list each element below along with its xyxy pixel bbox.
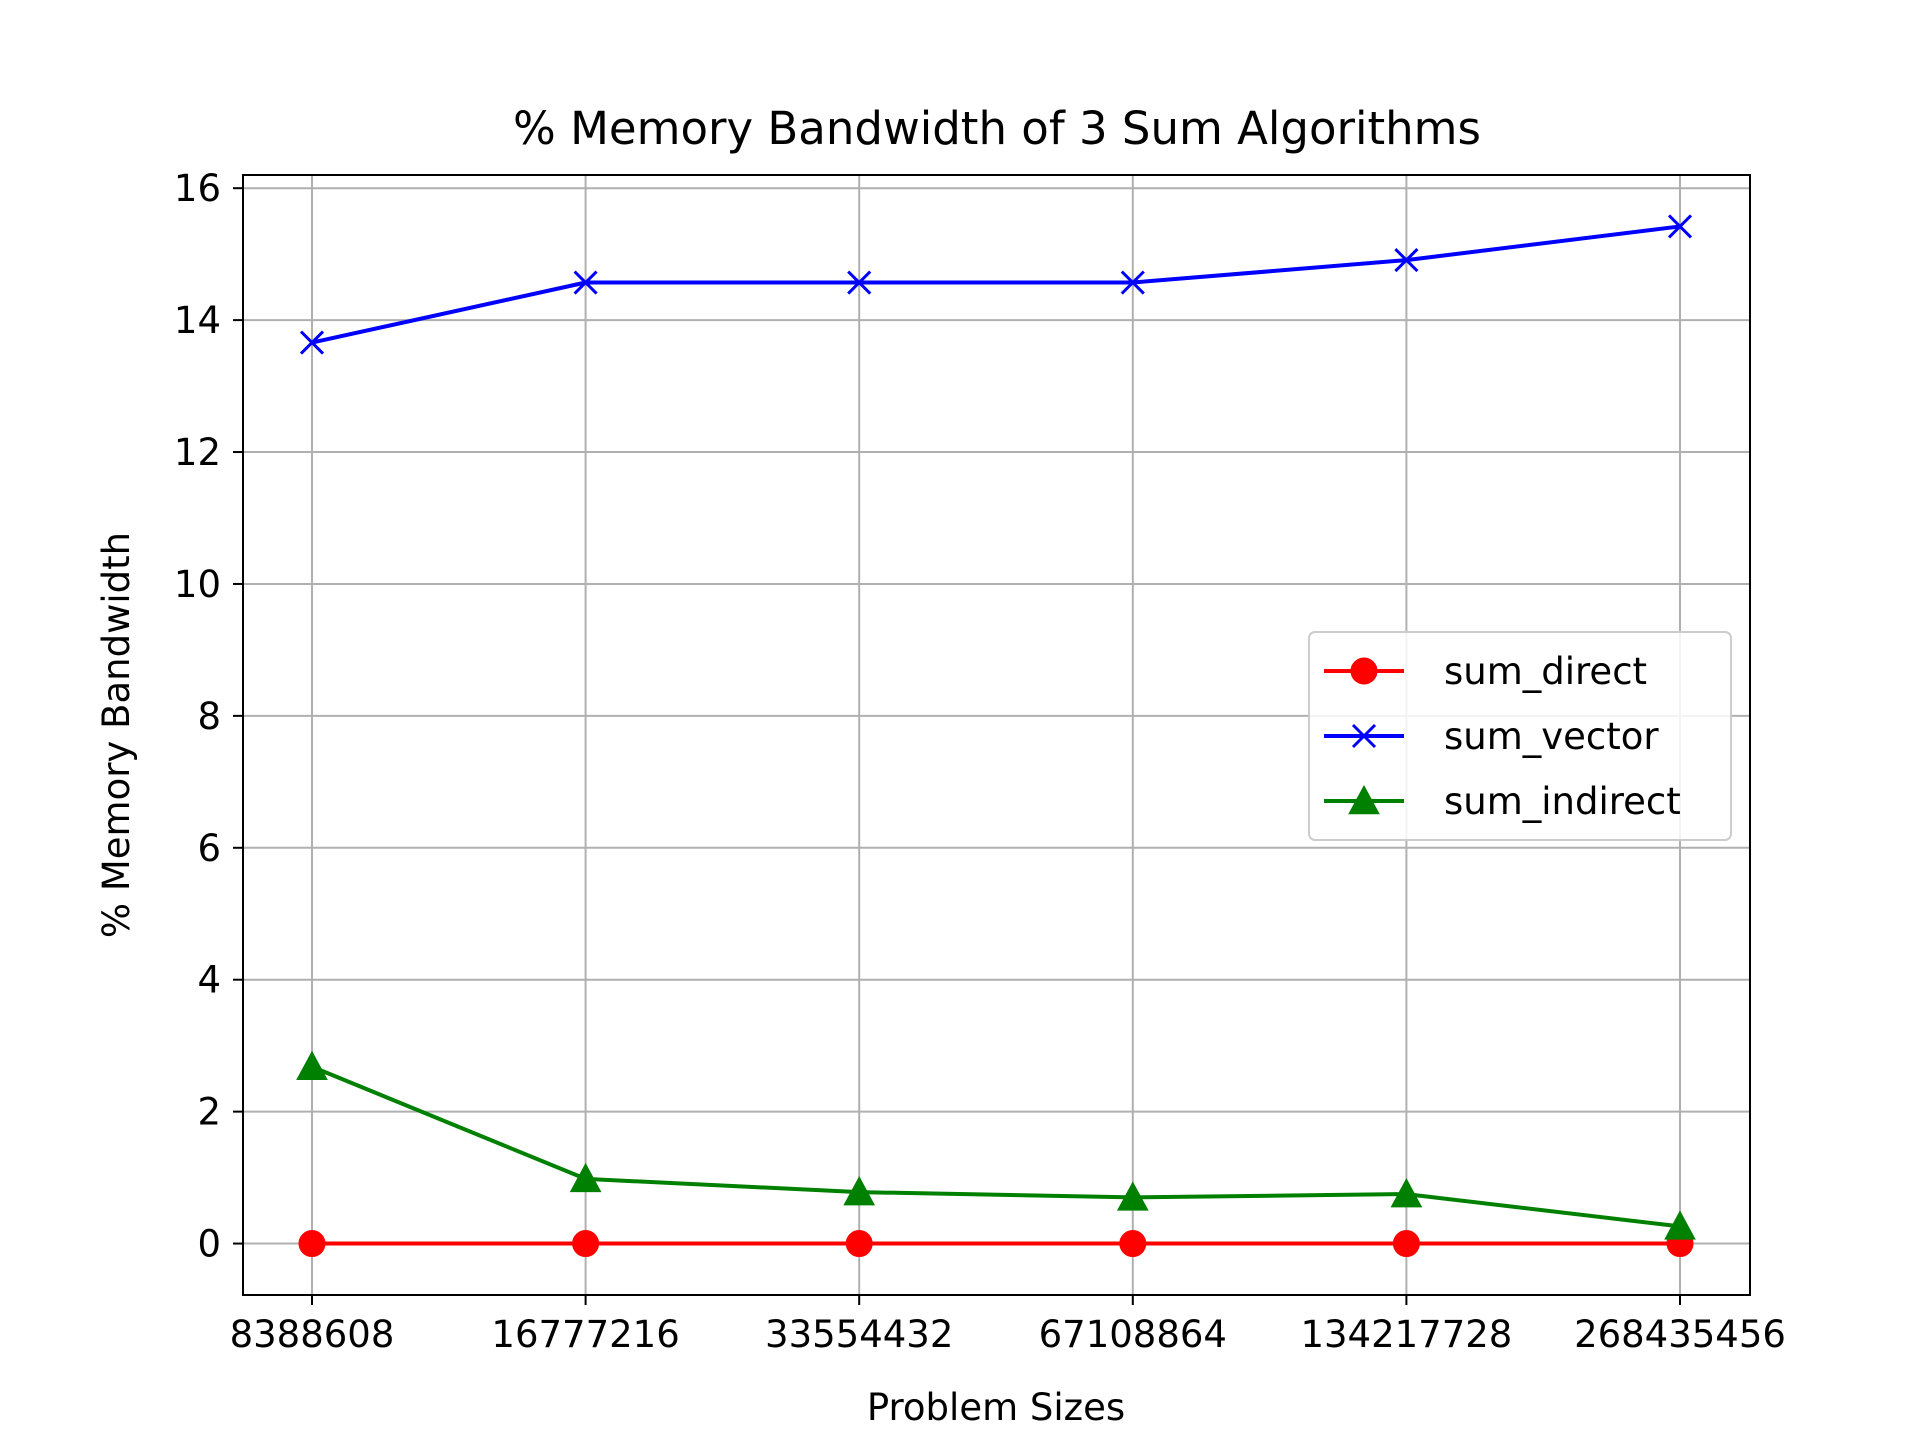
y-tick-label: 2 <box>197 1091 221 1134</box>
y-tick-label: 4 <box>197 959 221 1002</box>
marker-stroke <box>847 270 872 295</box>
plot-area <box>242 174 1751 1296</box>
data-point-sum_vector <box>1120 270 1145 295</box>
data-point-sum_vector <box>1394 248 1419 273</box>
series-line-sum_indirect <box>311 1064 1681 1229</box>
data-point-sum_indirect <box>843 1176 876 1206</box>
y-tick-label: 10 <box>174 563 221 606</box>
data-point-sum_vector <box>573 270 598 295</box>
x-axis-label: Problem Sizes <box>867 1386 1125 1429</box>
marker-stroke <box>1120 270 1145 295</box>
series-line-sum_vector <box>311 224 1681 345</box>
data-point-sum_direct <box>1119 1230 1147 1258</box>
x-tick-label: 268435456 <box>1574 1313 1786 1356</box>
x-tick-label: 8388608 <box>230 1313 395 1356</box>
y-tick-label: 16 <box>174 167 221 210</box>
legend-label: sum_vector <box>1444 715 1659 758</box>
y-tick-label: 0 <box>197 1223 221 1266</box>
marker-stroke <box>1351 723 1377 749</box>
y-tick-label: 14 <box>174 299 221 342</box>
data-point-sum_indirect <box>1390 1178 1423 1208</box>
marker-stroke <box>299 330 325 355</box>
x-axis: 8388608 16777216 33554432 67108864 134217728… <box>230 1295 1786 1356</box>
data-point-sum_direct <box>1392 1230 1420 1258</box>
legend-label: sum_direct <box>1444 650 1647 693</box>
legend-marker <box>1351 723 1377 749</box>
legend-marker <box>1350 657 1378 685</box>
data-point-sum_indirect <box>296 1050 328 1081</box>
marker-stroke <box>1394 248 1419 273</box>
y-axis-label: % Memory Bandwidth <box>95 532 138 938</box>
data-point-sum_indirect <box>1116 1181 1149 1211</box>
x-tick-label: 33554432 <box>765 1313 953 1356</box>
data-point-sum_vector <box>847 270 872 295</box>
legend-box <box>1308 631 1732 841</box>
x-tick-label: 134217728 <box>1300 1313 1512 1356</box>
series-layer <box>296 214 1696 1258</box>
data-point-sum_direct <box>298 1230 326 1258</box>
data-point-sum_vector <box>1667 214 1693 239</box>
data-point-sum_direct <box>572 1230 600 1258</box>
y-tick-label: 8 <box>197 695 221 738</box>
y-tick-label: 12 <box>174 431 221 474</box>
data-point-sum_vector <box>299 330 325 355</box>
legend: sum_direct sum_vector sum_indirect <box>1308 631 1732 841</box>
legend-marker <box>1348 784 1380 815</box>
data-point-sum_direct <box>845 1230 873 1258</box>
x-tick-label: 67108864 <box>1039 1313 1227 1356</box>
data-point-sum_indirect <box>569 1162 602 1193</box>
marker-stroke <box>1667 214 1693 239</box>
y-tick-label: 6 <box>197 827 221 870</box>
chart-title: % Memory Bandwidth of 3 Sum Algorithms <box>513 102 1481 155</box>
y-axis: 0 2 4 6 8 10 12 14 16 <box>174 167 243 1266</box>
marker-stroke <box>573 270 598 295</box>
data-point-sum_indirect <box>1664 1210 1696 1240</box>
legend-label: sum_indirect <box>1444 780 1681 823</box>
x-tick-label: 16777216 <box>491 1313 679 1356</box>
